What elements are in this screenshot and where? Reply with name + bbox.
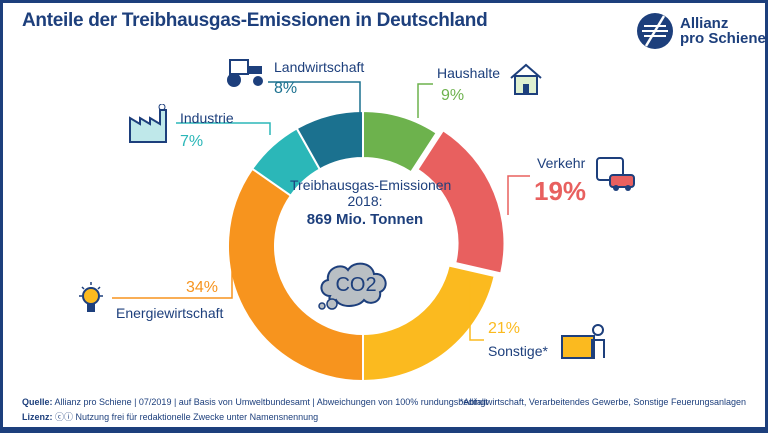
co2-text: CO2	[335, 274, 376, 296]
co2-cloud-icon: CO2	[318, 262, 387, 310]
leader-line	[417, 83, 433, 118]
center-line1: Treibhausgas-Emissionen	[290, 177, 452, 193]
pct-sonstige: 21%	[488, 320, 521, 337]
vehicles-icon	[596, 157, 635, 191]
footnote: *Abfallwirtschaft, Verarbeitendes Gewerb…	[459, 397, 746, 407]
logo: Allianz pro Schiene	[636, 12, 766, 50]
center-line2: 2018:	[347, 193, 383, 209]
logo-line1: Allianz	[680, 15, 729, 32]
license-text: Nutzung frei für redaktionelle Zwecke un…	[75, 412, 319, 422]
label-industrie: Industrie	[180, 110, 234, 126]
slice-energiewirtschaft	[227, 167, 364, 383]
pct-haushalte: 9%	[441, 87, 465, 104]
cc-icon: ⓒⓘ	[55, 412, 74, 422]
page-title: Anteile der Treibhausgas-Emissionen in D…	[22, 10, 488, 31]
factory-icon	[129, 104, 167, 143]
label-energie: Energiewirtschaft	[116, 305, 224, 321]
tractor-icon	[227, 59, 263, 87]
logo-line2: pro Schiene	[680, 30, 766, 47]
leader-line	[112, 260, 233, 299]
slice-haushalte	[362, 109, 439, 174]
label-landwirtschaft: Landwirtschaft	[274, 59, 365, 75]
leader-line	[507, 175, 530, 215]
pct-industrie: 7%	[180, 133, 204, 150]
pct-energie: 34%	[186, 279, 219, 296]
lightbulb-icon	[79, 282, 103, 312]
pct-verkehr: 19%	[534, 176, 587, 206]
label-sonstige: Sonstige*	[488, 343, 548, 359]
center-total: 869 Mio. Tonnen	[306, 211, 424, 228]
slice-landwirtschaft	[295, 109, 364, 171]
slice-verkehr	[416, 128, 506, 275]
leader-line	[176, 122, 271, 135]
leader-line	[268, 81, 361, 118]
source-label: Quelle:	[22, 397, 53, 407]
house-icon	[510, 63, 542, 95]
workers-icon	[561, 324, 605, 359]
license-label: Lizenz:	[22, 412, 53, 422]
leader-line	[469, 280, 484, 341]
label-haushalte: Haushalte	[437, 65, 501, 81]
source-text: Allianz pro Schiene | 07/2019 | auf Basi…	[54, 397, 488, 407]
label-verkehr: Verkehr	[537, 155, 586, 171]
pct-landwirtschaft: 8%	[274, 80, 298, 97]
logo-icon	[637, 13, 673, 49]
